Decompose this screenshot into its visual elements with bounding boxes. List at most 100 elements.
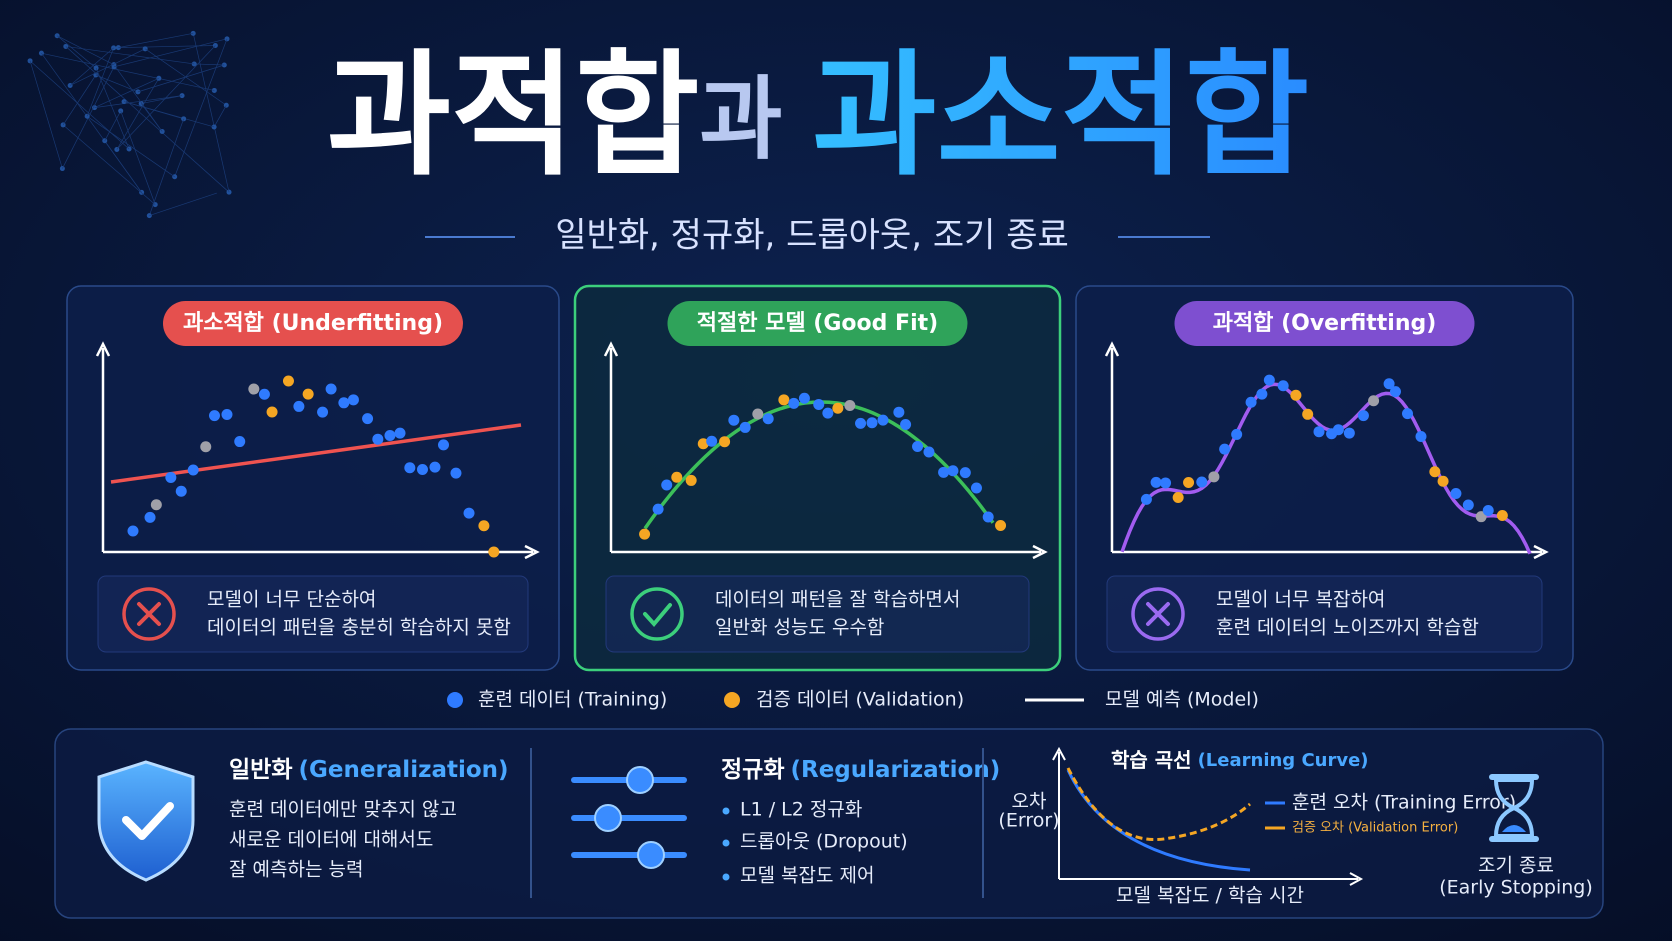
network-edge <box>65 46 195 65</box>
section-title: 일반화 (Generalization) <box>229 757 509 783</box>
early-stopping-label: 조기 종료 <box>1478 855 1554 877</box>
network-edge <box>69 47 114 86</box>
data-point <box>1482 504 1494 516</box>
network-edge <box>95 74 139 93</box>
panel <box>1075 285 1574 671</box>
data-point <box>450 467 462 479</box>
status-mark <box>137 602 161 626</box>
data-point <box>1172 492 1184 504</box>
status-mark <box>1146 602 1170 626</box>
data-point <box>877 414 889 426</box>
data-point <box>293 400 305 412</box>
data-point <box>728 414 740 426</box>
status-icon <box>122 587 176 641</box>
data-point <box>1302 408 1314 420</box>
badge <box>667 301 968 346</box>
data-point <box>1332 424 1344 436</box>
data-point <box>959 467 971 479</box>
panel <box>66 285 560 671</box>
data-point <box>697 438 709 450</box>
lc-legend-label: 검증 오차 (Validation Error) <box>1292 821 1458 836</box>
data-point <box>1263 374 1275 386</box>
status-mark <box>643 603 672 628</box>
title: 과적합과 과소적합 <box>327 37 1309 194</box>
data-point <box>208 410 220 422</box>
network-edge <box>120 110 156 205</box>
axes <box>1104 341 1549 560</box>
badge-label: 과적합 (Overfitting) <box>1213 310 1437 336</box>
network-edge <box>104 140 142 193</box>
network-edge <box>56 35 115 65</box>
data-point <box>1313 426 1325 438</box>
data-point <box>900 419 912 431</box>
network-decoration <box>27 30 232 219</box>
data-point <box>1140 493 1152 505</box>
slider-icon <box>571 766 687 869</box>
badge <box>1174 301 1475 346</box>
data-point <box>832 402 844 414</box>
lc-x-axis <box>1059 872 1364 886</box>
title-en: (Regularization) <box>790 757 1000 783</box>
network-edge <box>149 192 217 216</box>
badge <box>163 301 463 346</box>
data-point <box>923 446 935 458</box>
legend-label: 모델 예측 (Model) <box>1105 689 1259 711</box>
network-edge <box>194 63 225 66</box>
legend-label: 검증 데이터 (Validation) <box>756 689 964 711</box>
network-edge <box>94 77 159 108</box>
network-edge <box>137 64 225 93</box>
data-point <box>384 430 396 442</box>
network-edge <box>41 52 215 91</box>
data-point <box>266 406 278 418</box>
network-edge <box>144 48 227 106</box>
data-point <box>1219 443 1231 455</box>
data-point <box>416 464 428 476</box>
description-box <box>1106 575 1543 653</box>
validation-error-curve <box>1066 767 1251 841</box>
status-icon <box>630 587 684 641</box>
data-point <box>1290 389 1302 401</box>
title-ko: 정규화 <box>721 757 784 783</box>
title-connector: 과 <box>699 67 782 172</box>
data-point <box>752 408 764 420</box>
network-edge <box>118 32 194 48</box>
data-point <box>912 440 924 452</box>
data-point <box>982 511 994 523</box>
data-point <box>429 461 441 473</box>
data-point <box>1383 378 1395 390</box>
legend-dot <box>724 692 740 708</box>
network-edge <box>113 64 163 132</box>
axes <box>95 341 540 560</box>
data-point <box>788 397 800 409</box>
title-en: (Generalization) <box>298 757 508 783</box>
bullet <box>722 839 730 847</box>
description-box <box>605 575 1030 653</box>
data-point <box>1429 466 1441 478</box>
data-point <box>317 406 329 418</box>
data-point <box>1389 386 1401 398</box>
section-text: 새로운 데이터에 대해서도 <box>229 829 433 851</box>
lc-legend-label: 훈련 오차 (Training Error) <box>1292 792 1516 814</box>
network-edge <box>104 110 122 141</box>
description-box <box>97 575 529 653</box>
data-point <box>1245 396 1257 408</box>
data-point <box>1150 476 1162 488</box>
data-point <box>1208 471 1220 483</box>
data-point <box>463 507 475 519</box>
network-edge <box>29 60 130 150</box>
data-point <box>1475 511 1487 523</box>
description-text: 데이터의 패턴을 충분히 학습하지 못함 <box>207 617 511 639</box>
description-text: 훈련 데이터의 노이즈까지 학습함 <box>1216 617 1479 639</box>
axes <box>603 341 1048 560</box>
title-ko: 학습 곡선 <box>1111 748 1192 772</box>
data-point <box>362 413 374 425</box>
data-point <box>1437 475 1449 487</box>
data-point <box>685 474 697 486</box>
network-edge <box>62 74 97 126</box>
network-edge <box>69 48 146 86</box>
lc-y-label: 오차 <box>1012 791 1047 813</box>
network-edge <box>116 78 160 150</box>
network-edge <box>149 118 184 216</box>
